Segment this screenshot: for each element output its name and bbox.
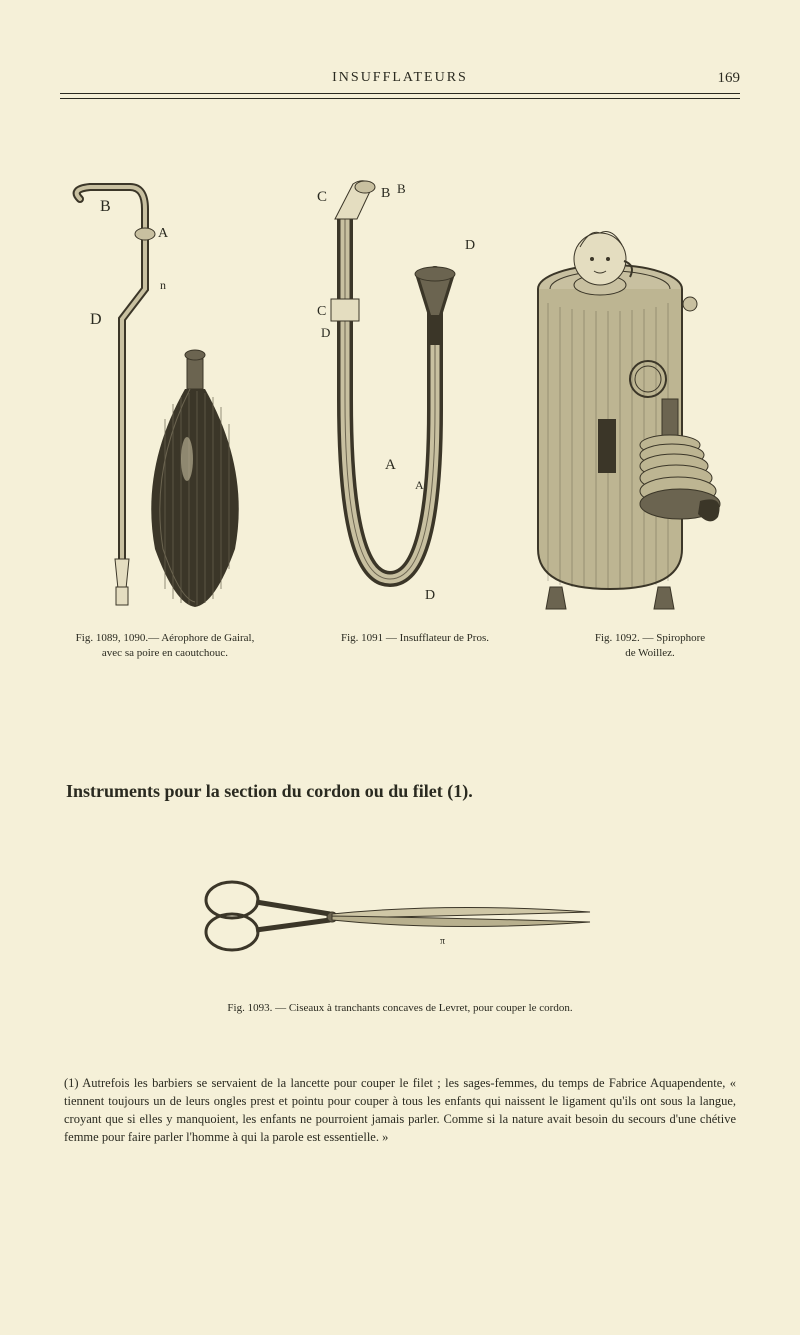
svg-text:B: B [381,186,390,201]
page-header: INSUFFLATEURS 169 [60,70,740,94]
figures-row: B A D n [60,179,740,619]
label-n: n [160,278,166,292]
figure-captions: Fig. 1089, 1090.— Aérophore de Gairal, a… [60,631,740,661]
svg-text:D: D [321,325,330,340]
figure-1091: C B B C D D A A D [275,179,505,619]
svg-text:B: B [397,181,406,196]
caption-1089-1090: Fig. 1089, 1090.— Aérophore de Gairal, a… [60,631,270,661]
label-D: D [90,311,102,328]
running-head: INSUFFLATEURS [100,70,700,87]
caption-1093: Fig. 1093. — Ciseaux à tranchants concav… [60,1002,740,1014]
caption-1091: Fig. 1091 — Insufflateur de Pros. [315,631,515,661]
label-B: B [100,198,111,215]
header-rule [60,98,740,99]
svg-text:D: D [465,238,475,253]
footnote-1: (1) Autrefois les barbiers se servaient … [60,1074,740,1147]
svg-text:D: D [425,588,435,603]
caption-1092: Fig. 1092. — Spirophore de Woillez. [560,631,740,661]
svg-text:A: A [415,478,424,492]
svg-text:C: C [317,189,327,205]
figure-1093: π [60,872,740,962]
section-heading: Instruments pour la section du cordon ou… [66,781,740,802]
page-number: 169 [700,70,740,87]
svg-text:π: π [440,936,445,947]
figure-1092 [520,179,740,619]
label-A: A [158,226,169,241]
svg-text:A: A [385,457,396,473]
figure-1089-1090: B A D n [60,179,260,619]
svg-text:C: C [317,304,326,319]
